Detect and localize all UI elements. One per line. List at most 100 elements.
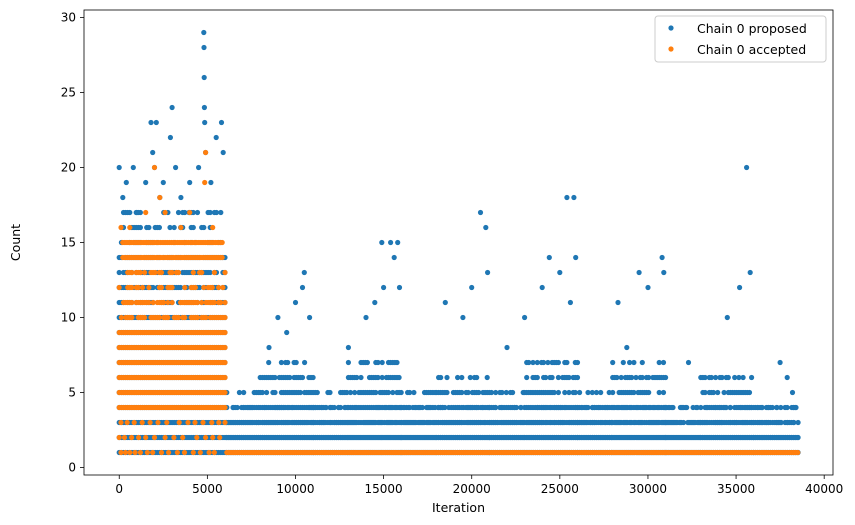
point-proposed — [373, 389, 379, 396]
point-accepted — [174, 449, 180, 456]
point-accepted — [139, 419, 145, 426]
point-proposed — [614, 374, 620, 381]
point-accepted — [118, 314, 124, 321]
legend-label-proposed: Chain 0 proposed — [697, 21, 807, 36]
point-proposed — [656, 359, 662, 366]
point-accepted — [137, 269, 143, 276]
point-accepted — [157, 194, 163, 201]
point-accepted — [211, 299, 217, 306]
point-proposed — [715, 389, 721, 396]
point-proposed — [724, 314, 730, 321]
point-proposed — [292, 299, 299, 306]
point-proposed — [740, 374, 746, 381]
point-accepted — [129, 434, 135, 441]
point-accepted — [136, 434, 142, 441]
point-accepted — [116, 434, 122, 441]
point-proposed — [201, 224, 207, 231]
point-proposed — [721, 389, 727, 396]
x-tick-label: 5000 — [192, 482, 223, 496]
point-proposed — [629, 374, 635, 381]
point-proposed — [562, 389, 568, 396]
point-proposed — [744, 164, 750, 171]
point-proposed — [708, 374, 715, 381]
point-accepted — [137, 449, 143, 456]
point-accepted — [129, 269, 135, 276]
point-proposed — [455, 374, 461, 381]
point-proposed — [266, 359, 272, 366]
point-accepted — [210, 434, 216, 441]
point-proposed — [574, 374, 581, 381]
point-proposed — [660, 359, 667, 366]
point-proposed — [639, 359, 645, 366]
point-proposed — [795, 434, 801, 441]
point-proposed — [442, 404, 448, 411]
y-tick-label: 20 — [61, 161, 76, 175]
point-accepted — [220, 284, 226, 291]
point-proposed — [388, 239, 394, 246]
point-accepted — [194, 434, 200, 441]
point-proposed — [551, 389, 557, 396]
point-proposed — [347, 389, 354, 396]
point-accepted — [211, 449, 217, 456]
point-proposed — [190, 224, 196, 231]
point-proposed — [476, 389, 482, 396]
point-proposed — [585, 404, 591, 411]
point-proposed — [710, 389, 717, 396]
point-proposed — [493, 389, 499, 396]
point-proposed — [363, 314, 369, 321]
point-proposed — [774, 404, 780, 411]
legend-label-accepted: Chain 0 accepted — [697, 42, 806, 57]
point-accepted — [199, 299, 205, 306]
point-proposed — [713, 374, 719, 381]
point-accepted — [192, 284, 198, 291]
point-proposed — [566, 374, 572, 381]
point-accepted — [181, 449, 188, 456]
point-proposed — [301, 269, 307, 276]
point-proposed — [727, 404, 734, 411]
point-proposed — [465, 389, 471, 396]
point-proposed — [732, 374, 738, 381]
point-accepted — [180, 434, 186, 441]
x-tick-label: 25000 — [541, 482, 579, 496]
point-proposed — [661, 269, 667, 276]
point-proposed — [484, 374, 490, 381]
point-accepted — [222, 389, 228, 396]
point-proposed — [297, 389, 303, 396]
point-accepted — [197, 449, 203, 456]
legend-box — [654, 15, 827, 63]
point-proposed — [396, 284, 403, 291]
point-proposed — [299, 374, 306, 381]
point-proposed — [187, 179, 193, 186]
point-proposed — [310, 374, 316, 381]
point-proposed — [747, 269, 753, 276]
point-proposed — [663, 404, 669, 411]
point-accepted — [211, 269, 217, 276]
point-accepted — [158, 449, 165, 456]
point-accepted — [121, 434, 128, 441]
point-proposed — [636, 269, 642, 276]
point-proposed — [398, 389, 404, 396]
point-accepted — [203, 434, 209, 441]
point-proposed — [789, 389, 796, 396]
point-accepted — [222, 374, 228, 381]
point-accepted — [151, 164, 158, 171]
point-proposed — [182, 209, 188, 216]
point-accepted — [192, 419, 198, 426]
point-proposed — [146, 224, 152, 231]
point-proposed — [218, 119, 225, 126]
point-proposed — [375, 359, 381, 366]
point-proposed — [646, 374, 652, 381]
x-tick-label: 35000 — [717, 482, 755, 496]
point-proposed — [738, 404, 744, 411]
point-proposed — [669, 404, 675, 411]
point-proposed — [591, 404, 598, 411]
point-proposed — [444, 389, 450, 396]
point-proposed — [207, 209, 213, 216]
point-proposed — [459, 389, 465, 396]
point-proposed — [598, 389, 604, 396]
point-proposed — [646, 389, 652, 396]
point-proposed — [390, 389, 396, 396]
point-proposed — [566, 389, 572, 396]
point-proposed — [631, 389, 637, 396]
